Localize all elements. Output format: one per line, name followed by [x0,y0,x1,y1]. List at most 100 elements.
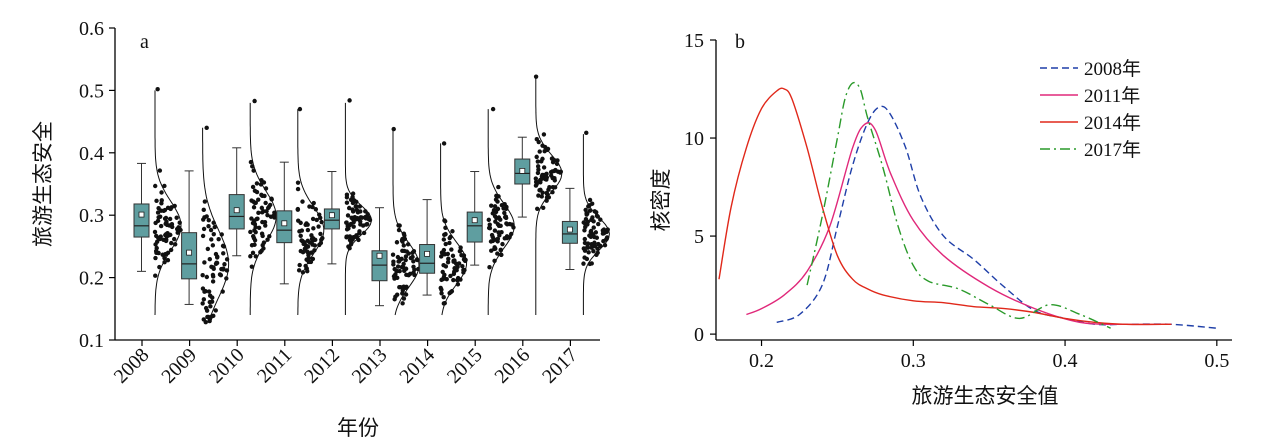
scatter-point [265,212,270,218]
scatter-point [492,228,498,233]
scatter-point [152,229,158,235]
box-mean-marker [281,220,288,227]
normal-curve-2013 [392,131,420,316]
scatter-point [440,269,445,275]
panel-a-x-tick-label: 2012 [300,344,344,388]
scatter-point [209,264,214,270]
scatter-point [298,220,303,226]
density-line-2017年 [806,81,1111,329]
scatter-point [310,256,316,262]
scatter-point [487,222,492,227]
scatter-point [222,262,227,267]
scatter-point [154,198,159,204]
panel-b-y-ticks: 0 5 10 15 [684,30,716,346]
scatter-point [344,220,349,225]
normal-curve-2009 [202,127,230,316]
panel-b: 0 5 10 15 0.2 0.3 0.4 0.5 2008年 2011年 2014年 2017年… [649,30,1232,408]
legend-label: 2008年 [1084,58,1141,80]
scatter-point [541,165,547,170]
scatter-point [446,256,451,261]
panel-a: 0.10.20.30.40.50.6 2008 2009 2010 2011 2012 2… [31,18,610,440]
panel-a-x-tick-label: 2011 [253,344,296,387]
scatter-point [394,268,400,274]
scatter-point [202,215,207,220]
scatter-point [206,218,211,223]
scatter-point [302,240,307,245]
scatter-point [455,262,460,267]
panel-a-x-tick-label: 2014 [395,344,439,388]
scatter-point [162,183,167,189]
box-mean-marker [424,250,431,257]
scatter-point [535,206,540,211]
legend-label: 2011年 [1084,85,1140,107]
panel-a-x-tick-label: 2015 [443,344,487,388]
scatter-point [260,233,265,239]
normal-curve-2010 [249,102,277,315]
scatter-point [535,159,541,164]
scatter-point [438,285,443,291]
scatter-point [157,236,163,242]
scatter-point [408,255,414,261]
scatter-point [346,205,352,211]
scatter-points-2010 [248,98,278,269]
scatter-point [443,241,448,247]
scatter-point [541,205,546,211]
scatter-point [154,233,159,239]
scatter-point [504,221,509,226]
scatter-point [295,186,301,192]
legend-label: 2017年 [1084,139,1141,161]
scatter-point [496,184,501,190]
panel-a-x-tick-label: 2008 [110,344,154,388]
scatter-point [411,270,416,275]
panel-a-y-tick-label: 0.2 [79,268,104,290]
scatter-point [534,181,539,187]
scatter-point [158,223,164,229]
scatter-point [595,250,600,255]
panel-a-x-tick-label: 2017 [538,344,582,388]
scatter-point [347,234,353,239]
scatter-point [305,227,311,233]
scatter-point [252,98,257,104]
scatter-point [202,289,207,294]
box-mean-marker [138,211,145,218]
scatter-point [295,180,301,185]
scatter-point [406,251,411,256]
scatter-point [582,236,588,242]
scatter-point [164,222,170,228]
scatter-point [263,200,268,206]
scatter-point [344,200,350,205]
scatter-point [537,149,542,154]
scatter-point [497,230,502,235]
scatter-point [213,308,218,313]
scatter-point [305,269,310,274]
scatter-point [582,255,587,260]
scatter-point [300,199,305,204]
panel-a-y-ticks: 0.1 0.2 0.3 0.4 0.5 0.6 [79,18,115,352]
scatter-point [304,249,310,254]
scatter-point [296,268,302,273]
scatter-point [159,201,164,206]
scatter-point [204,125,209,131]
box-2016 [514,74,564,315]
scatter-point [450,229,455,234]
scatter-point [582,228,587,233]
scatter-point [534,154,539,160]
scatter-point [395,264,401,269]
scatter-points-2014 [438,141,468,306]
scatter-point [445,251,451,257]
scatter-point [443,231,448,237]
scatter-point [153,255,158,261]
scatter-point [460,263,465,269]
scatter-point [591,225,596,230]
box-mean-marker [186,249,193,256]
scatter-point [555,169,561,174]
scatter-point [201,207,206,213]
scatter-point [550,190,555,195]
scatter-point [490,106,496,112]
scatter-point [495,206,501,212]
panel-b-y-axis-title: 核密度 [649,169,673,232]
box-iqr [323,208,340,230]
scatter-point [582,248,588,253]
scatter-point [357,204,363,209]
scatter-point [297,262,302,268]
